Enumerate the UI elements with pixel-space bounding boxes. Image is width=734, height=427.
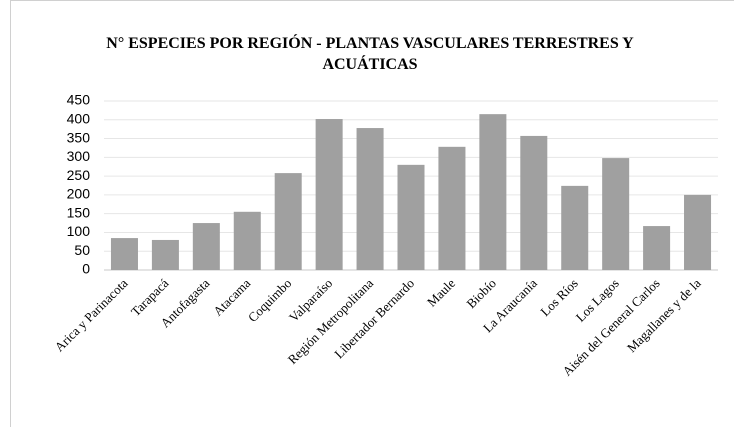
x-tick-label: Coquimbo (245, 276, 294, 325)
x-tick-label: Libertador Bernardo (331, 276, 417, 362)
bar (397, 164, 425, 270)
bar (151, 239, 179, 270)
chart-border (10, 0, 734, 427)
y-tick-label: 350 (67, 129, 91, 145)
bar (356, 128, 384, 270)
bar (315, 119, 343, 270)
bar (684, 194, 712, 270)
y-tick-label: 200 (67, 186, 91, 202)
bar (561, 185, 589, 270)
bar (479, 114, 507, 271)
chart-title: N° ESPECIES POR REGIÓN - PLANTAS VASCULA… (106, 35, 634, 73)
bar (110, 238, 138, 270)
x-tick-label: Biobío (463, 276, 499, 312)
x-tick-label: Magallanes y de la (624, 275, 704, 355)
y-tick-label: 100 (67, 223, 91, 239)
y-tick-label: 250 (67, 167, 91, 183)
bar (274, 173, 302, 270)
y-tick-label: 50 (74, 242, 90, 258)
bar (192, 223, 220, 270)
y-tick-label: 400 (67, 110, 91, 126)
y-tick-label: 0 (82, 261, 90, 277)
bar (602, 158, 630, 270)
bar (520, 135, 548, 270)
bar (643, 226, 671, 270)
bar (233, 211, 261, 270)
y-tick-label: 300 (67, 148, 91, 164)
bar (438, 146, 466, 270)
y-tick-label: 150 (67, 204, 91, 220)
x-tick-label: Arica y Parinacota (52, 275, 131, 354)
y-tick-label: 450 (67, 92, 91, 108)
x-tick-label: Maule (424, 275, 458, 309)
